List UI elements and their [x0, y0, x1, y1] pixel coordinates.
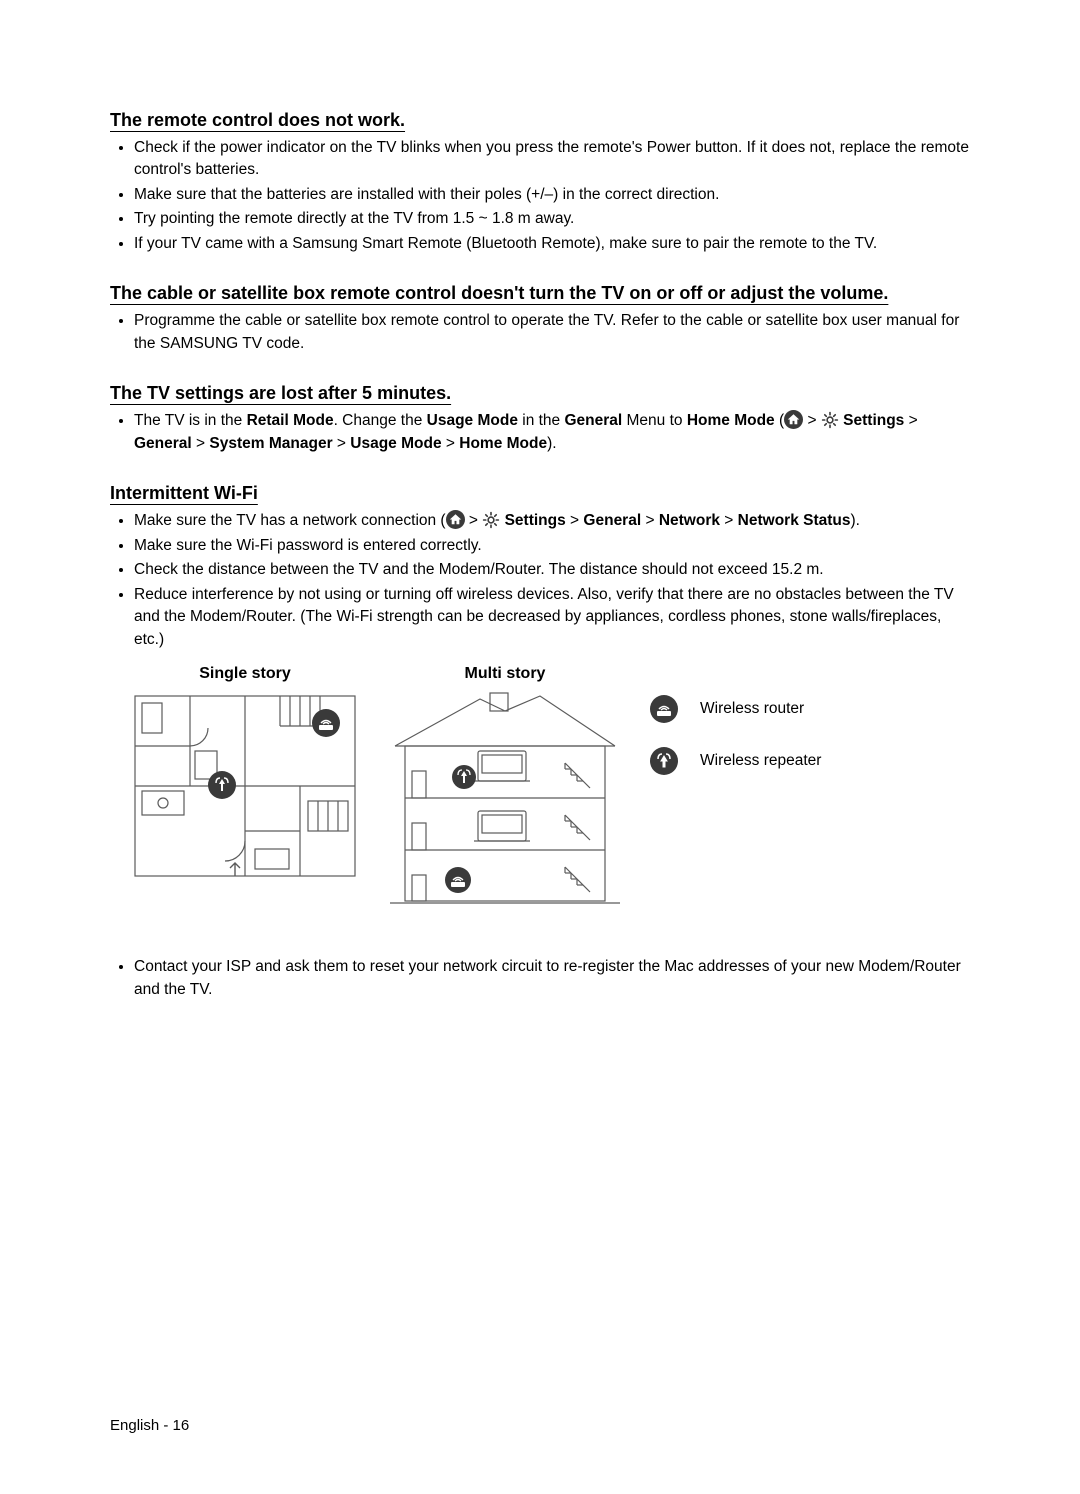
- text-run: ).: [851, 512, 860, 529]
- text-run: >: [465, 512, 483, 529]
- text-run: Settings: [843, 412, 904, 429]
- diagram-single-story: Single story: [130, 665, 360, 886]
- bullet-item: If your TV came with a Samsung Smart Rem…: [134, 233, 970, 255]
- legend-row: Wireless repeater: [650, 747, 821, 775]
- bullet-list: Make sure the TV has a network connectio…: [110, 510, 970, 651]
- bullet-list: Check if the power indicator on the TV b…: [110, 137, 970, 255]
- diagrams-row: Single story: [130, 665, 970, 916]
- text-run: Contact your ISP and ask them to reset y…: [134, 958, 961, 997]
- footer-text: English - 16: [110, 1417, 189, 1434]
- bullet-list: The TV is in the Retail Mode. Change the…: [110, 410, 970, 455]
- bullet-list-after: Contact your ISP and ask them to reset y…: [110, 956, 970, 1001]
- text-run: Check if the power indicator on the TV b…: [134, 139, 969, 178]
- page-footer: English - 16: [110, 1417, 189, 1434]
- text-run: (: [775, 412, 784, 429]
- sections-container: The remote control does not work. Check i…: [110, 110, 970, 1001]
- text-run: Retail Mode: [247, 412, 334, 429]
- text-run: ).: [547, 435, 556, 452]
- bullet-item: The TV is in the Retail Mode. Change the…: [134, 410, 970, 455]
- text-run: If your TV came with a Samsung Smart Rem…: [134, 235, 877, 252]
- diagram-legend: Wireless router Wireless repeater: [650, 695, 821, 775]
- text-run: System Manager: [209, 435, 332, 452]
- text-run: >: [192, 435, 210, 452]
- bullet-list: Programme the cable or satellite box rem…: [110, 310, 970, 355]
- diagram-multi-story: Multi story: [390, 665, 620, 916]
- text-run: Network: [659, 512, 720, 529]
- text-run: in the: [518, 412, 565, 429]
- text-run: Reduce interference by not using or turn…: [134, 586, 954, 648]
- repeater-icon: [650, 747, 678, 775]
- text-run: . Change the: [334, 412, 427, 429]
- text-run: General: [564, 412, 622, 429]
- section-title: The remote control does not work.: [110, 110, 970, 131]
- bullet-item: Make sure the Wi-Fi password is entered …: [134, 535, 970, 557]
- text-run: Programme the cable or satellite box rem…: [134, 312, 959, 351]
- gear-icon: [482, 511, 500, 529]
- bullet-item: Check the distance between the TV and th…: [134, 559, 970, 581]
- legend-label: Wireless repeater: [700, 752, 821, 770]
- gear-icon: [821, 411, 839, 429]
- text-run: Usage Mode: [427, 412, 518, 429]
- bullet-item: Check if the power indicator on the TV b…: [134, 137, 970, 182]
- section-title: The cable or satellite box remote contro…: [110, 283, 970, 304]
- text-run: Check the distance between the TV and th…: [134, 561, 824, 578]
- section: The remote control does not work. Check i…: [110, 110, 970, 255]
- legend-row: Wireless router: [650, 695, 821, 723]
- text-run: >: [442, 435, 460, 452]
- text-run: Menu to: [622, 412, 687, 429]
- manual-page: The remote control does not work. Check i…: [0, 0, 1080, 1494]
- home-icon: [784, 410, 803, 429]
- text-run: Usage Mode: [350, 435, 441, 452]
- text-run: General: [134, 435, 192, 452]
- text-run: Try pointing the remote directly at the …: [134, 210, 574, 227]
- single-story-diagram: [130, 691, 360, 881]
- bullet-item: Make sure that the batteries are install…: [134, 184, 970, 206]
- section-title: The TV settings are lost after 5 minutes…: [110, 383, 970, 404]
- text-run: >: [333, 435, 351, 452]
- text-run: >: [807, 412, 816, 429]
- text-run: General: [583, 512, 641, 529]
- bullet-item: Contact your ISP and ask them to reset y…: [134, 956, 970, 1001]
- bullet-item: Try pointing the remote directly at the …: [134, 208, 970, 230]
- section: The cable or satellite box remote contro…: [110, 283, 970, 355]
- text-run: Home Mode: [459, 435, 547, 452]
- bullet-item: Reduce interference by not using or turn…: [134, 584, 970, 651]
- text-run: Make sure that the batteries are install…: [134, 186, 719, 203]
- text-run: The TV is in the: [134, 412, 247, 429]
- text-run: >: [904, 412, 917, 429]
- text-run: Home Mode: [687, 412, 775, 429]
- home-icon: [446, 510, 465, 529]
- section-title: Intermittent Wi-Fi: [110, 483, 970, 504]
- bullet-item: Make sure the TV has a network connectio…: [134, 510, 970, 532]
- text-run: >: [566, 512, 584, 529]
- section: Intermittent Wi-Fi Make sure the TV has a…: [110, 483, 970, 1001]
- diagram-label: Multi story: [390, 665, 620, 683]
- router-icon: [650, 695, 678, 723]
- text-run: >: [720, 512, 738, 529]
- legend-label: Wireless router: [700, 700, 804, 718]
- text-run: >: [641, 512, 659, 529]
- multi-story-diagram: [390, 691, 620, 911]
- diagram-label: Single story: [130, 665, 360, 683]
- text-run: Make sure the TV has a network connectio…: [134, 512, 446, 529]
- bullet-item: Programme the cable or satellite box rem…: [134, 310, 970, 355]
- text-run: Network Status: [738, 512, 851, 529]
- section: The TV settings are lost after 5 minutes…: [110, 383, 970, 455]
- text-run: Make sure the Wi-Fi password is entered …: [134, 537, 482, 554]
- text-run: Settings: [505, 512, 566, 529]
